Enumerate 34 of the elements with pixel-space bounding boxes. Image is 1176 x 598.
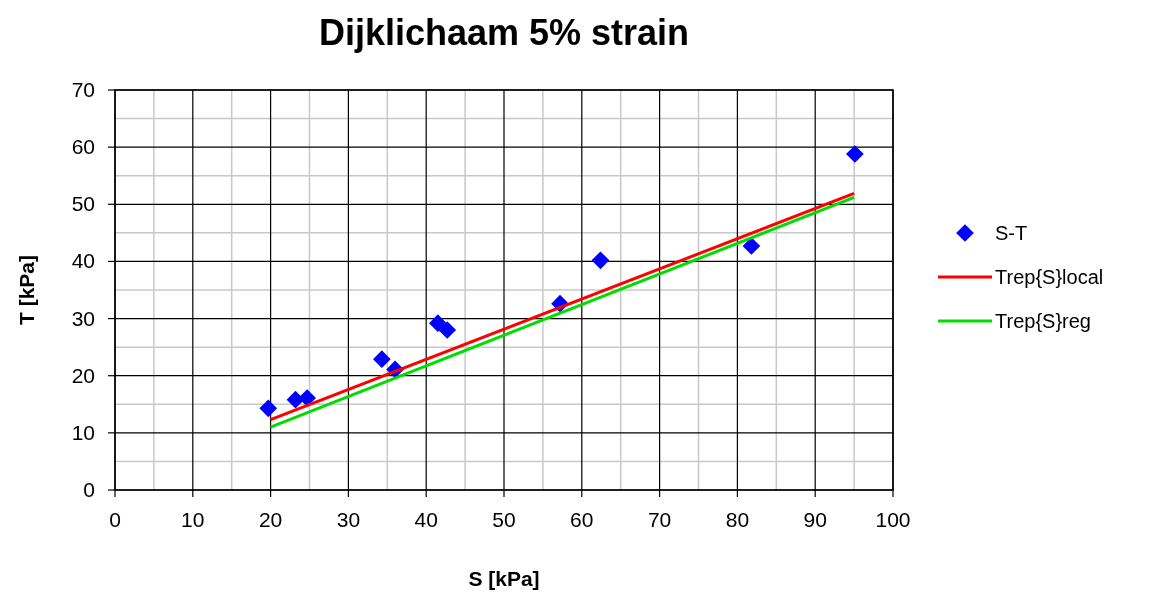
point: [373, 350, 391, 368]
legend-label: S-T: [995, 222, 1028, 244]
x-tick-label: 10: [181, 508, 205, 531]
x-tick-label: 30: [336, 508, 361, 531]
point: [259, 399, 278, 418]
x-tick-label: 20: [258, 508, 283, 531]
point: [298, 389, 317, 407]
y-tick-label: 0: [83, 478, 95, 501]
point: [742, 237, 761, 255]
point: [591, 251, 610, 270]
y-tick-label: 30: [71, 306, 95, 330]
y-tick-label: 10: [71, 420, 95, 444]
y-tick-label: 40: [71, 249, 95, 273]
x-tick-label: 50: [492, 508, 516, 531]
point: [438, 321, 457, 339]
legend-label: Trep{S}reg: [995, 310, 1091, 332]
point: [429, 314, 447, 332]
y-tick-label: 20: [71, 363, 95, 387]
y-axis-title: T [kPa]: [15, 254, 38, 326]
y-tick-label: 70: [71, 78, 95, 101]
point: [286, 390, 305, 409]
legend-label: Trep{S}local: [995, 266, 1104, 288]
x-tick-label: 80: [725, 508, 750, 531]
x-tick-label: 100: [875, 508, 911, 531]
point: [846, 145, 864, 163]
x-axis-title: S [kPa]: [468, 567, 540, 590]
x-tick-label: 60: [570, 508, 594, 531]
x-tick-label: 40: [414, 508, 438, 531]
y-tick-label: 50: [71, 192, 95, 216]
chart-title: Dijklichaam 5% strain: [318, 12, 690, 53]
y-tick-label: 60: [71, 135, 95, 159]
x-tick-label: 0: [109, 508, 121, 531]
x-tick-label: 90: [803, 508, 827, 531]
x-tick-label: 70: [647, 508, 672, 531]
